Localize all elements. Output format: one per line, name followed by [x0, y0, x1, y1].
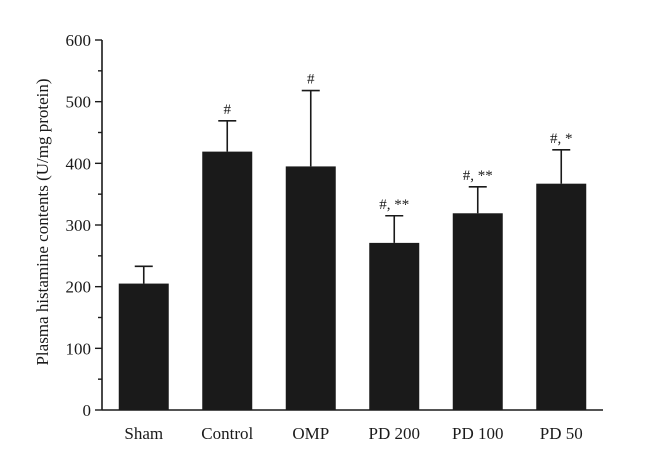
y-tick-label: 500 [66, 93, 92, 112]
y-tick-label: 0 [83, 401, 92, 420]
y-axis-title: Plasma histamine contents (U/mg protein) [33, 78, 52, 365]
x-tick-label: PD 50 [540, 424, 583, 443]
significance-label: #, * [550, 131, 573, 147]
bar [285, 166, 336, 410]
significance-label: #, ** [463, 168, 493, 184]
y-tick-label: 400 [66, 154, 92, 173]
x-tick-label: OMP [292, 424, 329, 443]
labels: 0 100 200 300 400 500 600 Sham # Control # OMP #, **… [66, 31, 583, 443]
x-tick-label: PD 200 [369, 424, 420, 443]
x-tick-label: Control [201, 424, 253, 443]
axes [95, 39, 603, 411]
y-tick-label: 100 [66, 339, 92, 358]
y-tick-label: 200 [66, 278, 92, 297]
bar [536, 183, 587, 410]
bar [452, 213, 503, 410]
significance-label: #, ** [379, 197, 409, 213]
significance-label: # [307, 72, 315, 88]
bar [118, 283, 169, 410]
bar [202, 151, 253, 410]
x-tick-label: Sham [124, 424, 163, 443]
y-tick-label: 300 [66, 216, 92, 235]
x-tick-label: PD 100 [452, 424, 503, 443]
bar [369, 242, 420, 410]
significance-label: # [224, 102, 232, 118]
bars [118, 89, 587, 410]
y-tick-label: 600 [66, 31, 92, 50]
